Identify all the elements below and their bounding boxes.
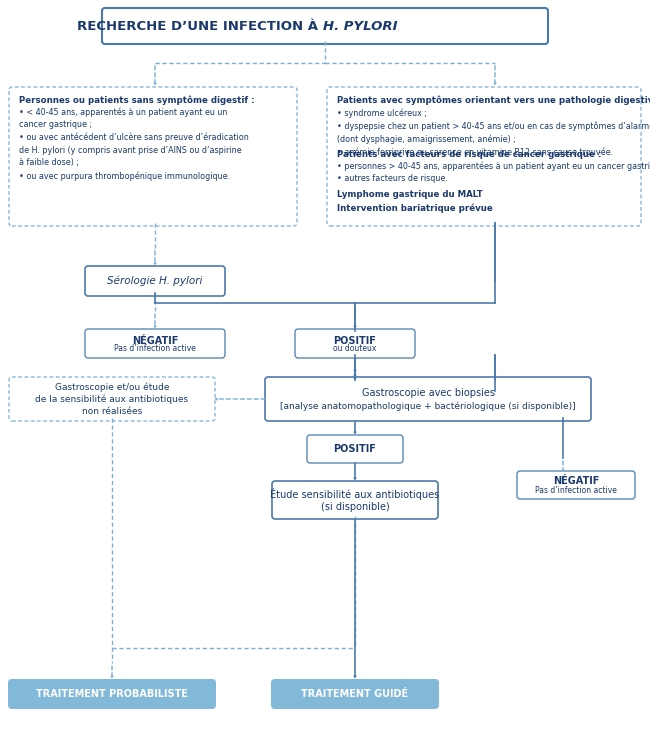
- Text: (si disponible): (si disponible): [320, 502, 389, 512]
- Text: • < 40-45 ans, apparentés à un patient ayant eu un
cancer gastrique ;
• ou avec : • < 40-45 ans, apparentés à un patient a…: [19, 107, 249, 181]
- Text: NÉGATIF: NÉGATIF: [132, 336, 178, 346]
- Text: Patients avec facteurs de risque de cancer gastrique :: Patients avec facteurs de risque de canc…: [337, 150, 601, 159]
- Text: Pas d’infection active: Pas d’infection active: [114, 344, 196, 353]
- FancyBboxPatch shape: [265, 377, 591, 421]
- Text: Étude sensibilité aux antibiotiques: Étude sensibilité aux antibiotiques: [270, 488, 439, 500]
- FancyBboxPatch shape: [102, 8, 548, 44]
- Text: Personnes ou patients sans symptôme digestif :: Personnes ou patients sans symptôme dige…: [19, 95, 255, 105]
- Text: [analyse anatomopathologique + bactériologique (si disponible)]: [analyse anatomopathologique + bactériol…: [280, 401, 576, 410]
- Text: POSITIF: POSITIF: [333, 336, 376, 346]
- Text: Gastroscopie avec biopsies: Gastroscopie avec biopsies: [361, 388, 495, 398]
- Text: Lymphome gastrique du MALT: Lymphome gastrique du MALT: [337, 190, 483, 199]
- Text: • syndrome ulcéreux ;
• dyspepsie chez un patient > 40-45 ans et/ou en cas de sy: • syndrome ulcéreux ; • dyspepsie chez u…: [337, 108, 650, 157]
- Text: H. PYLORI: H. PYLORI: [323, 20, 398, 32]
- FancyBboxPatch shape: [9, 87, 297, 226]
- Text: ou douteux: ou douteux: [333, 344, 377, 353]
- Text: RECHERCHE D’UNE INFECTION À: RECHERCHE D’UNE INFECTION À: [77, 20, 323, 32]
- Text: Patients avec symptômes orientant vers une pathologie digestive haute notamment : Patients avec symptômes orientant vers u…: [337, 95, 650, 105]
- Text: NÉGATIF: NÉGATIF: [552, 476, 599, 486]
- Text: Gastroscopie et/ou étude
de la sensibilité aux antibiotiques
non réalisées: Gastroscopie et/ou étude de la sensibili…: [36, 382, 188, 416]
- Text: Intervention bariatrique prévue: Intervention bariatrique prévue: [337, 203, 493, 212]
- Text: TRAITEMENT PROBABILISTE: TRAITEMENT PROBABILISTE: [36, 689, 188, 699]
- FancyBboxPatch shape: [327, 87, 641, 226]
- FancyBboxPatch shape: [272, 481, 438, 519]
- FancyBboxPatch shape: [9, 377, 215, 421]
- FancyBboxPatch shape: [85, 329, 225, 358]
- Text: POSITIF: POSITIF: [333, 444, 376, 454]
- FancyBboxPatch shape: [85, 266, 225, 296]
- Text: Sérologie H. pylori: Sérologie H. pylori: [107, 276, 203, 286]
- FancyBboxPatch shape: [295, 329, 415, 358]
- FancyBboxPatch shape: [517, 471, 635, 499]
- FancyBboxPatch shape: [307, 435, 403, 463]
- Text: • personnes > 40-45 ans, apparentées à un patient ayant eu un cancer gastrique ;: • personnes > 40-45 ans, apparentées à u…: [337, 161, 650, 183]
- FancyBboxPatch shape: [271, 679, 439, 709]
- Text: Pas d’infection active: Pas d’infection active: [535, 486, 617, 495]
- Text: TRAITEMENT GUIDÉ: TRAITEMENT GUIDÉ: [302, 689, 409, 699]
- FancyBboxPatch shape: [8, 679, 216, 709]
